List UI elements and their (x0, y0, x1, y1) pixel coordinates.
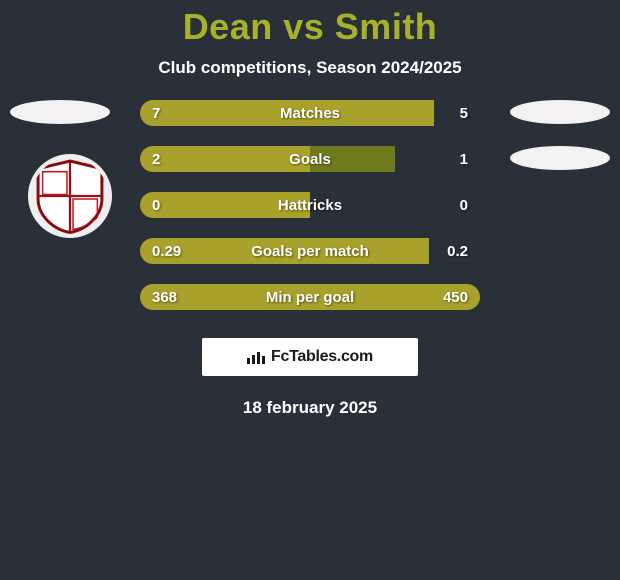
stat-value-left: 7 (152, 105, 160, 122)
title-player-right: Smith (335, 6, 438, 47)
player-slot-right (510, 100, 610, 124)
player-slot-left (10, 100, 110, 124)
stat-row: 0.290.2Goals per match (0, 238, 620, 274)
branding-text: FcTables.com (271, 348, 373, 366)
stat-row: 368450Min per goal (0, 284, 620, 320)
stat-fill-left (140, 192, 310, 218)
stat-fill-right (310, 146, 395, 172)
stat-row: 75Matches (0, 100, 620, 136)
stat-value-right: 1 (460, 151, 468, 168)
title-vs: vs (283, 6, 324, 47)
page-title: Dean vs Smith (0, 6, 620, 48)
stat-row: 00Hattricks (0, 192, 620, 228)
stat-bar: 00Hattricks (140, 192, 480, 218)
stat-bars-container: 75Matches21Goals00Hattricks0.290.2Goals … (0, 100, 620, 320)
stat-value-right: 0 (460, 197, 468, 214)
branding-badge[interactable]: FcTables.com (202, 338, 418, 376)
stat-bar: 75Matches (140, 100, 480, 126)
stat-fill-right (310, 100, 434, 126)
club-slot-right (510, 146, 610, 170)
stat-fill-right (310, 238, 429, 264)
stat-bar: 368450Min per goal (140, 284, 480, 310)
stat-value-left: 0 (152, 197, 160, 214)
stat-fill-left (140, 146, 310, 172)
stat-value-right: 450 (443, 289, 468, 306)
stat-value-right: 5 (460, 105, 468, 122)
title-player-left: Dean (183, 6, 273, 47)
subtitle: Club competitions, Season 2024/2025 (0, 58, 620, 78)
stat-row: 21Goals (0, 146, 620, 182)
stat-value-right-wrap: 0 (310, 192, 480, 218)
stat-value-right: 0.2 (447, 243, 468, 260)
stat-fill-left (140, 100, 310, 126)
stat-bar: 0.290.2Goals per match (140, 238, 480, 264)
stat-bar: 21Goals (140, 146, 480, 172)
stat-value-left: 368 (152, 289, 177, 306)
stat-value-left: 2 (152, 151, 160, 168)
comparison-widget: Dean vs Smith Club competitions, Season … (0, 0, 620, 418)
stat-value-left: 0.29 (152, 243, 181, 260)
bar-chart-icon (247, 350, 265, 364)
snapshot-date: 18 february 2025 (0, 398, 620, 418)
